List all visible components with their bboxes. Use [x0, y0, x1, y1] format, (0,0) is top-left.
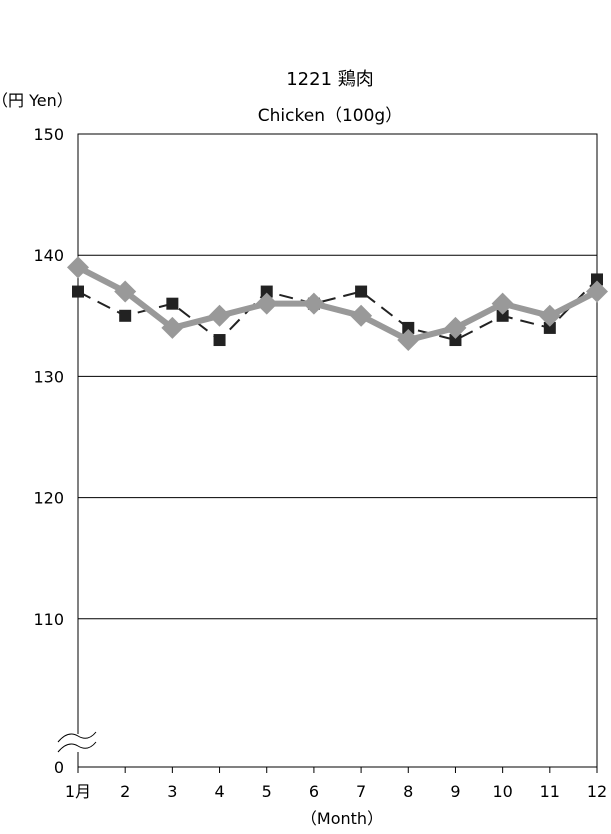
data-point-square: [543, 321, 556, 334]
chart-subtitle: Chicken（100g）: [258, 106, 402, 126]
x-axis-label: （Month）: [301, 809, 383, 828]
data-point-square: [72, 285, 84, 298]
axis-break-gap: [56, 734, 86, 752]
data-point-diamond: [67, 256, 89, 279]
axes: [77, 133, 598, 773]
y-tick-label: 130: [33, 367, 64, 386]
x-tick-label: 9: [450, 782, 460, 801]
series-line-2: [76, 264, 599, 344]
data-point-square: [496, 309, 509, 322]
data-point-square: [449, 334, 462, 347]
data-point-square: [260, 285, 273, 298]
data-point-diamond: [491, 292, 514, 315]
axis-break-mark: [56, 731, 97, 753]
data-point-diamond: [114, 280, 137, 303]
chart-title: 1221 鶏肉: [286, 69, 374, 90]
axis-break-wave: [57, 731, 97, 743]
data-point-diamond: [208, 304, 231, 327]
x-tick-label: 4: [214, 782, 224, 801]
x-tick-label: 12: [587, 782, 607, 801]
data-point-diamond: [302, 292, 325, 315]
x-tick-label: 1月: [65, 782, 91, 801]
y-axis-label: （円 Yen）: [0, 91, 73, 110]
x-tick-label: 11: [540, 782, 560, 801]
x-tick-label: 10: [492, 782, 512, 801]
x-tick-labels: 1月 2 3 4 5 6 7 8 9 10 11 12: [65, 782, 607, 801]
data-point-diamond: [444, 316, 467, 339]
x-tick-label: 6: [309, 782, 319, 801]
data-point-diamond: [397, 329, 420, 352]
data-point-square: [166, 297, 179, 310]
y-tick-label: 110: [33, 610, 64, 629]
gridlines: [78, 254, 597, 620]
data-point-square: [591, 273, 603, 286]
y-tick-label: 150: [33, 125, 64, 144]
data-point-square: [119, 309, 132, 322]
data-point-diamond: [161, 316, 184, 339]
data-point-diamond: [350, 304, 373, 327]
x-tick-label: 7: [356, 782, 366, 801]
data-point-square: [213, 334, 226, 347]
y-tick-labels: 150 140 130 120 110 0: [33, 125, 64, 777]
data-point-diamond: [255, 292, 278, 315]
data-point-diamond: [586, 280, 608, 303]
x-tick-label: 2: [120, 782, 130, 801]
series-line-1: [77, 278, 598, 342]
x-tick-label: 3: [167, 782, 177, 801]
data-point-square: [402, 321, 415, 334]
data-point-square: [355, 285, 368, 298]
y-tick-label: 120: [33, 489, 64, 508]
y-tick-label: 140: [33, 246, 64, 265]
y-tick-label-zero: 0: [54, 758, 64, 777]
x-tick-label: 8: [403, 782, 413, 801]
data-point-diamond: [538, 304, 561, 327]
plot-frame: [77, 133, 598, 768]
axis-break-wave: [57, 741, 97, 753]
x-tick-label: 5: [262, 782, 272, 801]
series-lines: [67, 256, 608, 352]
